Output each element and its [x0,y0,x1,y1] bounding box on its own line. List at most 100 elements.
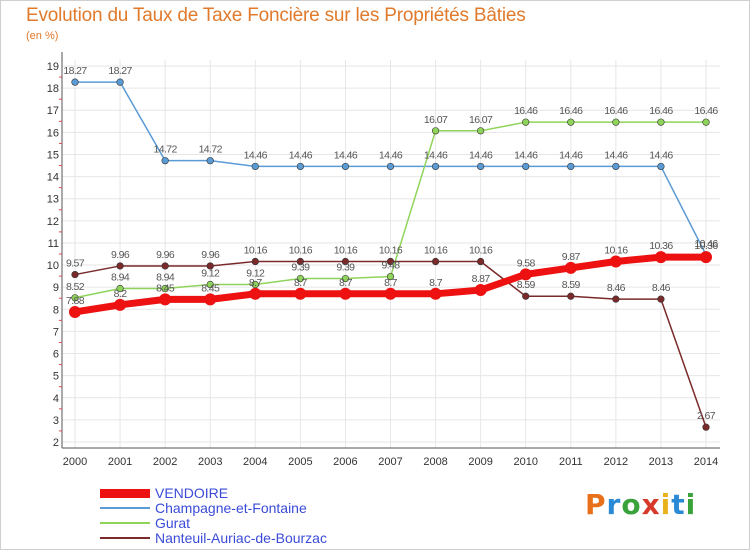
data-label-gurat-2007: 9.48 [381,260,400,272]
data-label-nanteuil-auriac-de-bourzac-2014: 2.67 [697,410,716,422]
point-nanteuil-auriac-de-bourzac-2004 [251,257,259,266]
x-tick-label-2009: 2009 [468,456,492,468]
data-label-champagne-et-fontaine-2014: 10.46 [694,238,718,250]
point-champagne-et-fontaine-2002 [161,157,169,165]
legend-swatch-champagne [100,507,150,509]
data-label-champagne-et-fontaine-2007: 14.46 [379,149,403,161]
y-tick-label-18: 18 [47,83,59,95]
legend-label-vendoire: VENDOIRE [155,485,229,501]
point-gurat-2005 [296,274,304,283]
data-label-champagne-et-fontaine-2001: 18.27 [108,65,132,77]
y-tick-label-7: 7 [53,326,59,338]
point-champagne-et-fontaine-2001 [116,78,124,86]
data-label-nanteuil-auriac-de-bourzac-2011: 8.59 [562,279,581,291]
point-vendoire-2009 [474,284,487,297]
data-label-champagne-et-fontaine-2004: 14.46 [244,149,268,161]
y-tick-label-4: 4 [53,393,59,405]
data-label-gurat-2003: 9.12 [201,268,220,280]
point-gurat-2013 [657,118,665,126]
data-label-champagne-et-fontaine-2003: 14.72 [199,144,223,156]
point-gurat-2006 [341,274,350,283]
data-label-vendoire-2001: 8.2 [114,288,128,300]
x-tick-label-2002: 2002 [153,456,177,468]
point-gurat-2009 [477,127,485,135]
x-tick-label-2011: 2011 [559,456,583,468]
legend-label-gurat: Gurat [155,515,191,531]
data-label-champagne-et-fontaine-2013: 14.46 [649,149,673,161]
point-nanteuil-auriac-de-bourzac-2007 [386,257,395,266]
point-nanteuil-auriac-de-bourzac-2006 [341,257,350,266]
data-label-gurat-2011: 16.46 [559,105,583,117]
point-gurat-2011 [567,118,575,126]
data-label-vendoire-2012: 10.16 [604,245,628,257]
data-label-vendoire-2014: 10.36 [694,240,718,252]
point-champagne-et-fontaine-2004 [251,162,259,171]
point-nanteuil-auriac-de-bourzac-2003 [206,262,214,270]
x-tick-label-2010: 2010 [513,456,537,468]
point-vendoire-2004 [249,287,262,300]
y-tick-label-9: 9 [53,282,59,294]
y-tick-label-17: 17 [47,105,59,117]
data-label-gurat-2012: 16.46 [604,105,628,117]
data-label-gurat-2014: 16.46 [694,105,718,117]
legend-swatch-gurat [100,522,150,524]
y-tick-label-12: 12 [47,216,59,228]
data-label-gurat-2010: 16.46 [514,105,538,117]
point-nanteuil-auriac-de-bourzac-2001 [116,262,124,270]
point-champagne-et-fontaine-2008 [431,162,440,171]
point-vendoire-2011 [564,261,577,274]
data-label-vendoire-2000: 7.88 [66,295,85,307]
point-vendoire-2005 [294,287,307,300]
data-label-vendoire-2002: 8.45 [156,282,175,294]
y-tick-label-2: 2 [53,437,59,449]
point-champagne-et-fontaine-2011 [567,162,575,171]
point-nanteuil-auriac-de-bourzac-2014 [702,423,710,431]
point-nanteuil-auriac-de-bourzac-2010 [522,292,530,300]
data-label-champagne-et-fontaine-2005: 14.46 [289,149,313,161]
data-label-gurat-2013: 16.46 [649,105,673,117]
point-gurat-2002 [161,284,169,293]
point-nanteuil-auriac-de-bourzac-2000 [71,270,79,279]
data-label-vendoire-2003: 8.45 [201,282,220,294]
logo-letter: i [660,488,672,521]
data-label-vendoire-2004: 8.7 [249,277,263,289]
y-tick-label-19: 19 [47,61,59,73]
logo-letter: x [641,488,661,521]
data-label-champagne-et-fontaine-2002: 14.72 [154,144,178,156]
data-label-nanteuil-auriac-de-bourzac-2004: 10.16 [244,245,268,257]
data-label-vendoire-2013: 10.36 [649,240,673,252]
point-champagne-et-fontaine-2013 [657,162,665,171]
point-champagne-et-fontaine-2000 [71,78,79,86]
point-nanteuil-auriac-de-bourzac-2009 [477,257,485,266]
logo-letter: i [685,488,697,521]
point-gurat-2010 [522,118,530,126]
data-label-champagne-et-fontaine-2012: 14.46 [604,149,628,161]
x-tick-label-2012: 2012 [604,456,628,468]
point-nanteuil-auriac-de-bourzac-2002 [161,262,169,270]
data-label-nanteuil-auriac-de-bourzac-2006: 10.16 [334,245,358,257]
data-label-gurat-2001: 8.94 [111,272,130,284]
point-vendoire-2013 [654,251,667,264]
point-nanteuil-auriac-de-bourzac-2012 [612,295,620,303]
data-label-gurat-2006: 9.39 [336,262,355,274]
logo-letter: t [671,488,686,521]
logo-letter: o [621,488,642,521]
data-label-gurat-2004: 9.12 [246,268,265,280]
y-tick-label-11: 11 [48,238,59,250]
x-tick-label-2003: 2003 [198,456,222,468]
data-label-nanteuil-auriac-de-bourzac-2009: 10.16 [469,245,493,257]
data-label-nanteuil-auriac-de-bourzac-2001: 9.96 [111,249,130,261]
data-label-vendoire-2006: 8.7 [339,277,353,289]
data-label-gurat-2009: 16.07 [469,114,493,126]
point-vendoire-2008 [429,287,442,300]
data-label-nanteuil-auriac-de-bourzac-2000: 9.57 [66,258,85,270]
data-label-champagne-et-fontaine-2010: 14.46 [514,149,538,161]
point-vendoire-2002 [159,293,172,306]
point-gurat-2014 [702,118,710,126]
x-tick-label-2005: 2005 [288,456,312,468]
point-vendoire-2006 [339,287,352,300]
data-label-gurat-2005: 9.39 [291,262,310,274]
y-tick-label-3: 3 [53,415,59,427]
y-tick-label-16: 16 [47,127,59,139]
